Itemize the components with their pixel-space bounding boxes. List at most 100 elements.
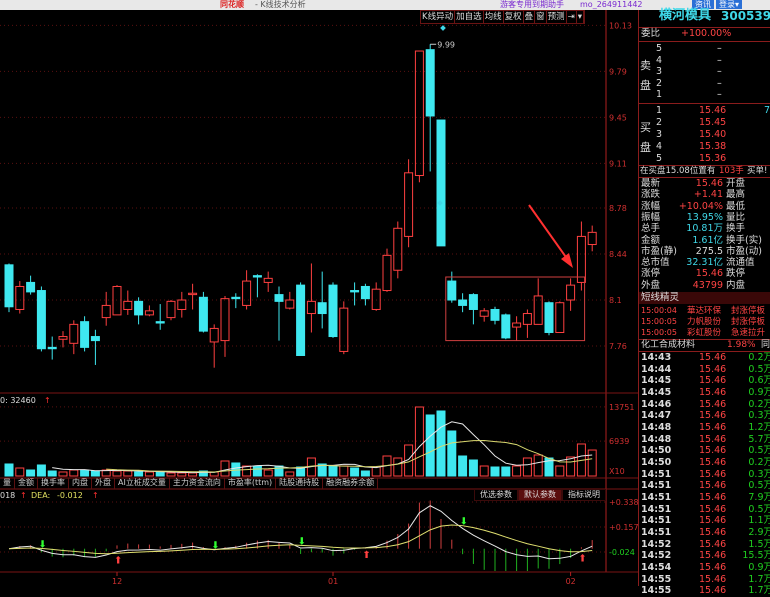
toolbar-button[interactable]: 加自选	[456, 11, 484, 23]
volume-bar	[350, 467, 360, 477]
kline-chart[interactable]: 10.13 9.79 9.45 9.11 8.78 8.44 8.1 7.76 9.99 1375…	[0, 0, 638, 586]
indicator-tab[interactable]: 市盈率(ttm)	[225, 478, 277, 489]
trade-volume: 0.5万	[748, 503, 770, 515]
stat-value: 43799	[692, 279, 723, 291]
toolbar-button[interactable]: 均线	[484, 11, 504, 23]
bid-volume: 7	[764, 105, 770, 116]
candle-body	[328, 284, 338, 338]
indicator-tab[interactable]: 金额	[15, 478, 38, 489]
param-button[interactable]: 指标说明	[562, 489, 606, 501]
sector-row[interactable]: 化工合成材料 1.98% 同	[639, 339, 770, 351]
toolbar-button[interactable]: ⇥	[567, 11, 577, 23]
ask-price: –	[717, 77, 722, 89]
trade-time: 14:46	[641, 398, 672, 410]
candle-body	[533, 295, 543, 325]
candle-body	[69, 323, 79, 344]
candle-body	[220, 298, 230, 342]
toolbar-button[interactable]: 叠	[524, 11, 536, 23]
bid-price: 15.40	[699, 129, 727, 140]
trade-price: 15.46	[699, 375, 727, 387]
trade-volume: 0.2万	[748, 398, 770, 410]
price-tick-label: 8.44	[609, 250, 627, 259]
ask-row: 3–	[639, 66, 770, 78]
toolbar-button[interactable]: 窗	[536, 11, 547, 23]
candle	[188, 283, 198, 310]
indicator-tab[interactable]: 主力资金流向	[170, 478, 225, 489]
toolbar-button[interactable]: ▾	[577, 11, 585, 23]
news-button[interactable]: 资讯	[692, 0, 714, 9]
sprite-item[interactable]: 15:00:05 彩虹股份 急速拉升	[639, 327, 770, 339]
indicator-tab[interactable]: AI立桩成交量	[115, 478, 170, 489]
bid-price: 15.38	[699, 141, 727, 152]
trade-time: 14:51	[641, 515, 672, 527]
candle	[90, 329, 100, 365]
sprite-item[interactable]: 15:00:05 力帆股份 封涨停板	[639, 316, 770, 328]
buy-label: 盘	[640, 141, 651, 154]
trade-volume: 1.2万	[748, 422, 770, 434]
indicator-tab[interactable]: 内盘	[69, 478, 92, 489]
candle	[69, 320, 79, 355]
ask-level: 3	[656, 66, 663, 77]
divider	[639, 165, 770, 166]
stat-row: 金额 1.61亿 换手(实)	[639, 235, 770, 247]
candle-body	[360, 285, 370, 300]
candle-body	[274, 294, 284, 302]
sell-label: 卖	[640, 59, 651, 72]
bid-row: 3 15.40	[639, 129, 770, 141]
volume-bar	[468, 459, 478, 477]
candle-body	[522, 313, 532, 325]
candle-body	[47, 346, 57, 350]
candle	[404, 159, 414, 248]
candle-body	[544, 302, 554, 333]
candle	[566, 278, 576, 311]
sprite-stock: 華达环保	[687, 306, 722, 316]
candle	[458, 293, 468, 313]
trade-time: 14:50	[641, 445, 672, 457]
volume-bar	[198, 470, 208, 477]
trade-time: 14:51	[641, 492, 672, 504]
volume-bar	[36, 464, 46, 477]
trade-time: 14:51	[641, 480, 672, 492]
macd-tick-label: +0.338	[609, 498, 638, 507]
param-button[interactable]: 默认参数	[518, 489, 562, 501]
candle-body	[512, 322, 522, 328]
trade-volume: 0.2万	[748, 352, 770, 363]
indicator-tab[interactable]: 外盘	[92, 478, 115, 489]
trade-time: 14:44	[641, 363, 672, 375]
volume-bar	[274, 465, 284, 477]
indicator-tab[interactable]: 量	[0, 478, 15, 489]
candle-body	[26, 281, 36, 293]
toolbar-button[interactable]: K线异动	[422, 11, 456, 23]
toolbar-button[interactable]: 复权	[504, 11, 524, 23]
bid-level: 2	[656, 117, 663, 128]
param-button[interactable]: 优选参数	[474, 489, 518, 501]
candle	[533, 278, 543, 325]
stat-row: 涨停 15.46 跌停	[639, 268, 770, 280]
promo-link[interactable]: 游客专用到期助手	[500, 0, 564, 9]
username[interactable]: mo_264911442	[580, 0, 643, 9]
stat-row: 市盈(静) 275.5 市盈(动)	[639, 246, 770, 258]
candle-body	[144, 310, 154, 316]
stat-label-right: 最高	[726, 189, 746, 201]
trade-row: 14:54 15.46 0.9万	[639, 562, 770, 574]
candle-body	[15, 285, 25, 310]
indicator-tab[interactable]: 陆股通持股	[276, 478, 324, 489]
candle	[144, 305, 154, 317]
bid-level: 4	[656, 141, 663, 152]
trade-price: 15.46	[699, 538, 727, 550]
sell-signal-arrow-icon: ⬇	[211, 540, 219, 551]
indicator-tab[interactable]: 换手率	[38, 478, 69, 489]
price-tick-label: 9.45	[609, 113, 627, 122]
volume-bar	[220, 460, 230, 477]
candle	[350, 282, 360, 306]
candle	[447, 271, 457, 303]
login-button[interactable]: 登录▾	[716, 0, 743, 9]
sprite-item[interactable]: 15:00:04 華达环保 封涨停板	[639, 305, 770, 317]
sector-name: 化工合成材料	[641, 340, 696, 350]
toolbar-button[interactable]: 预测	[547, 11, 567, 23]
trade-volume: 0.9万	[748, 562, 770, 574]
candle-body	[576, 235, 586, 283]
trade-volume: 1.1万	[748, 515, 770, 527]
indicator-tab[interactable]: 融资融券余额	[323, 478, 379, 489]
trade-row: 14:50 15.46 0.2万	[639, 457, 770, 469]
